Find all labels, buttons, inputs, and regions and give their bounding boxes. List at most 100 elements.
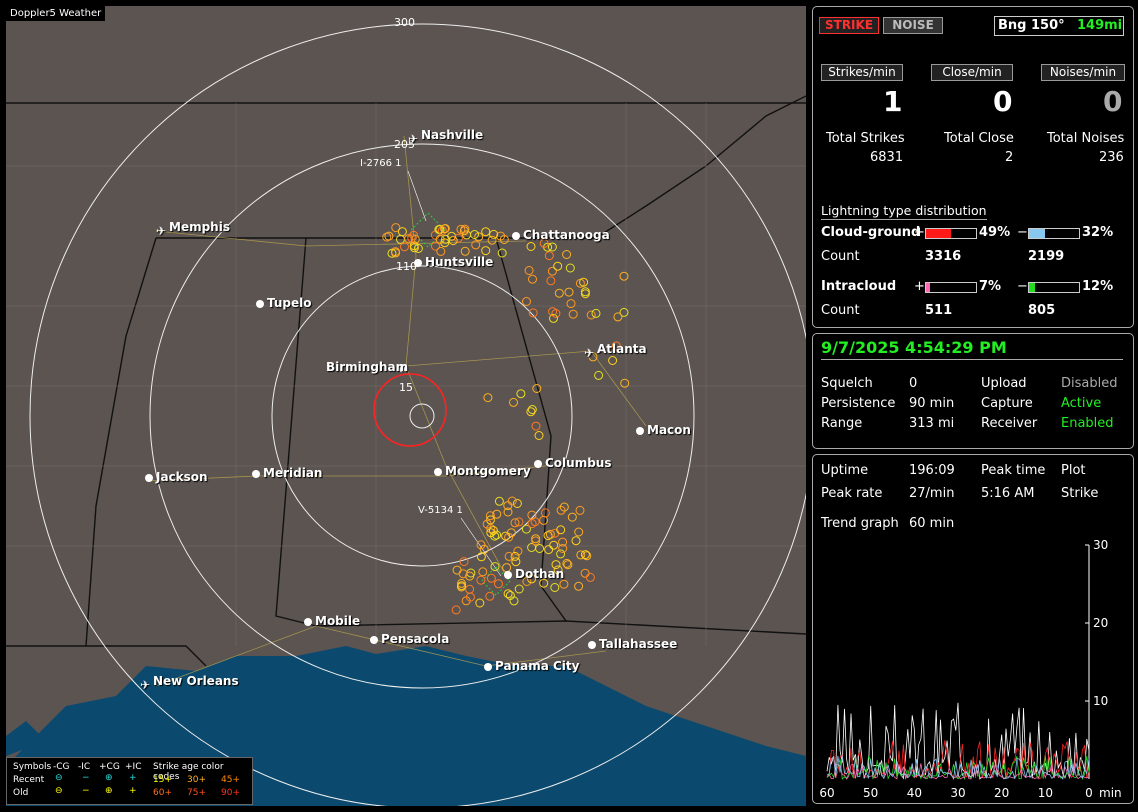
- airport-icon: ✈: [584, 346, 595, 360]
- strike-marker: [539, 515, 549, 525]
- strike-marker: [457, 581, 467, 591]
- strike-marker: [527, 405, 537, 414]
- strike-marker: [509, 397, 518, 407]
- strike-marker: [514, 517, 524, 527]
- strikes-per-min-button[interactable]: Strikes/min: [821, 64, 903, 81]
- close-per-min-value: 0: [993, 85, 1013, 118]
- city-dot: [414, 259, 422, 267]
- strike-marker: [488, 526, 498, 535]
- strike-marker: [526, 242, 536, 251]
- strike-marker: [451, 605, 461, 615]
- strike-marker: [608, 356, 618, 365]
- strike-marker: [513, 546, 523, 556]
- count-label: Count: [821, 303, 860, 318]
- strike-marker: [556, 525, 566, 535]
- strike-marker: [619, 307, 629, 317]
- strike-marker: [550, 583, 560, 592]
- trend-trace: [826, 755, 1090, 780]
- strike-marker: [580, 550, 590, 560]
- strike-marker: [391, 223, 401, 233]
- storm-track-label: V-5134 1: [418, 505, 463, 516]
- strike-marker: [550, 528, 560, 538]
- city-label: Chattanooga: [523, 228, 610, 242]
- ic-positive-percent: 7%: [979, 279, 1002, 294]
- strike-marker: [478, 567, 488, 577]
- y-tick-label: 20: [1093, 616, 1108, 630]
- city-label: Dothan: [515, 567, 565, 581]
- total-noises-label: Total Noises: [1047, 131, 1125, 146]
- city-dot: [304, 618, 312, 626]
- ring-label-300: 300: [394, 16, 415, 29]
- trend-trace: [826, 740, 1090, 780]
- noise-indicator-button[interactable]: NOISE: [883, 17, 943, 34]
- city-label: Meridian: [263, 466, 323, 480]
- peak-time-label: Peak time: [981, 463, 1046, 478]
- age-code: 75+: [187, 788, 206, 798]
- legend-old-label: Old: [13, 788, 29, 798]
- strike-marker: [582, 551, 592, 561]
- cg-negative-bar: [1028, 228, 1080, 239]
- strike-marker: [586, 310, 596, 320]
- city-dot: [588, 641, 596, 649]
- age-code: 90+: [221, 788, 240, 798]
- strike-marker: [492, 509, 502, 519]
- lightning-map[interactable]: 300 205 110 15 I-2766 1 V-5134 1 ✈ Nashvi…: [6, 6, 806, 806]
- plot-value[interactable]: Strike: [1061, 486, 1099, 501]
- total-close-value: 2: [1005, 150, 1014, 165]
- strike-marker: [476, 552, 486, 562]
- cloud-ground-label: Cloud-ground: [821, 225, 921, 240]
- strike-marker: [475, 598, 485, 608]
- city-label: Panama City: [495, 659, 580, 673]
- strike-marker: [619, 271, 629, 281]
- ic-negative-percent: 12%: [1082, 279, 1114, 294]
- strike-marker: [486, 573, 496, 583]
- close-per-min-button[interactable]: Close/min: [931, 64, 1013, 81]
- strike-marker: [527, 543, 537, 552]
- strike-marker: [492, 530, 502, 540]
- strike-marker: [483, 393, 493, 403]
- strike-marker: [527, 519, 537, 529]
- strike-marker: [474, 232, 484, 242]
- strike-marker: [594, 370, 604, 380]
- city-dot: [484, 663, 492, 671]
- city-label: Macon: [647, 423, 691, 437]
- strike-marker: [507, 496, 517, 506]
- strike-marker: [470, 230, 479, 239]
- cg-negative-percent: 32%: [1082, 225, 1114, 240]
- symbol-legend: Symbols -CG -IC +CG +IC Strike age color…: [6, 757, 253, 805]
- strike-marker: [503, 507, 513, 517]
- strike-marker: [400, 242, 409, 252]
- ring-label-15: 15: [399, 381, 413, 394]
- strike-marker: [544, 545, 554, 555]
- strike-marker: [579, 277, 589, 287]
- strike-marker: [566, 299, 576, 309]
- squelch-label: Squelch: [821, 376, 873, 391]
- noises-per-min-button[interactable]: Noises/min: [1041, 64, 1125, 81]
- intracloud-label: Intracloud: [821, 279, 897, 294]
- pos-ic-symbol-icon: +: [129, 773, 137, 783]
- strike-marker: [441, 234, 450, 244]
- strike-marker: [565, 263, 575, 273]
- strike-marker: [476, 540, 486, 550]
- pos-cg-symbol-icon: ⊕: [105, 773, 113, 783]
- strike-marker: [547, 242, 557, 252]
- strike-marker: [501, 531, 511, 541]
- ring-label-110: 110: [396, 260, 417, 273]
- strike-marker: [459, 557, 469, 567]
- noises-per-min-value: 0: [1103, 85, 1123, 118]
- x-unit-label: min: [1099, 786, 1122, 800]
- strike-marker: [396, 234, 405, 244]
- strike-marker: [620, 378, 630, 388]
- legend-header: +IC: [125, 762, 142, 772]
- strike-marker: [559, 502, 569, 512]
- strike-indicator-button[interactable]: STRIKE: [819, 17, 879, 34]
- city-dot: [256, 300, 264, 308]
- divider: [821, 219, 987, 220]
- y-tick-label: 30: [1093, 538, 1108, 552]
- strike-marker: [505, 591, 515, 600]
- strike-marker: [558, 537, 568, 547]
- strike-marker: [486, 528, 496, 538]
- strike-marker: [503, 589, 513, 599]
- strike-marker: [435, 234, 445, 244]
- city-label: Jackson: [156, 470, 208, 484]
